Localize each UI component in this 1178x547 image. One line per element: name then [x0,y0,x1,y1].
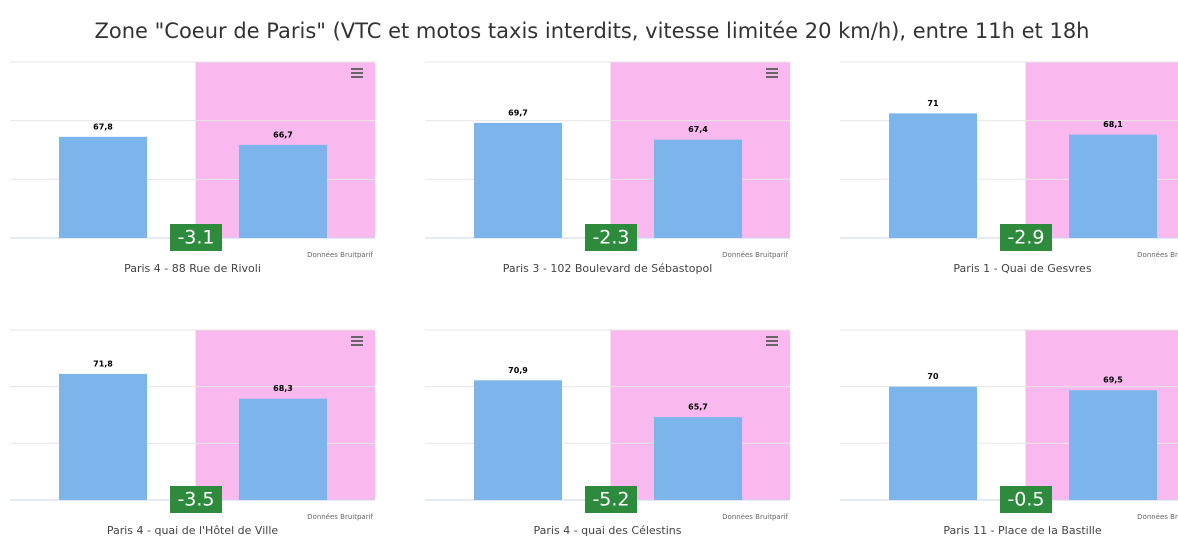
chart-title: Paris 1 - Quai de Gesvres [953,262,1091,275]
data-label: 68,3 [273,384,293,393]
bar [59,136,147,238]
annotation: -3.1 [177,227,214,249]
credit: Données Bruitparif [1137,251,1178,259]
bar [1069,134,1157,238]
menu-line [351,344,363,346]
annotation-box [585,224,637,251]
data-label: 69,5 [1103,376,1123,385]
chart-title: Paris 4 - 88 Rue de Rivoli [124,262,261,275]
data-label: 66,7 [273,130,293,139]
data-label: 71 [927,99,939,108]
data-label: 68,1 [1103,120,1123,129]
bar [1069,390,1157,500]
annotation-box [585,486,637,513]
annotation: -0.5 [1007,489,1044,511]
chart-title: Paris 3 - 102 Boulevard de Sébastopol [503,262,713,275]
annotation: -5.2 [592,489,629,511]
bar [59,373,147,500]
menu-line [766,340,778,342]
menu-line [351,76,363,78]
data-label: 69,7 [508,108,528,117]
bar [889,386,977,500]
bar [474,380,562,500]
data-label: 67,4 [688,125,708,134]
chart-menu[interactable] [351,336,363,346]
annotation-box [170,486,222,513]
menu-line [351,68,363,70]
chart-title: Paris 4 - quai des Célestins [534,524,682,537]
menu-line [766,68,778,70]
chart-title: Paris 11 - Place de la Bastille [943,524,1101,537]
bar [654,417,742,500]
menu-line [351,336,363,338]
annotation: -3.5 [177,489,214,511]
data-label: 71,8 [93,359,113,368]
menu-line [766,344,778,346]
credit: Données Bruitparif [1137,513,1178,521]
bar [239,144,327,238]
bar [474,122,562,238]
data-label: 70,9 [508,366,528,375]
bar [889,113,977,238]
chart-menu[interactable] [351,68,363,78]
chart-menu[interactable] [766,68,778,78]
page-title: Zone "Coeur de Paris" (VTC et motos taxi… [94,19,1089,43]
bar [239,398,327,500]
chart-title: Paris 4 - quai de l'Hôtel de Ville [107,524,279,537]
data-label: 67,8 [93,122,113,131]
credit: Données Bruitparif [307,251,373,259]
data-label: 65,7 [688,403,708,412]
bar [654,139,742,238]
menu-line [766,72,778,74]
chart-menu[interactable] [766,336,778,346]
credit: Données Bruitparif [307,513,373,521]
data-label: 70 [927,372,939,381]
annotation: -2.9 [1007,227,1044,249]
credit: Données Bruitparif [722,513,788,521]
menu-line [351,72,363,74]
menu-line [766,336,778,338]
annotation-box [170,224,222,251]
annotation: -2.3 [592,227,629,249]
menu-line [351,340,363,342]
credit: Données Bruitparif [722,251,788,259]
annotation-box [1000,486,1052,513]
annotation-box [1000,224,1052,251]
menu-line [766,76,778,78]
